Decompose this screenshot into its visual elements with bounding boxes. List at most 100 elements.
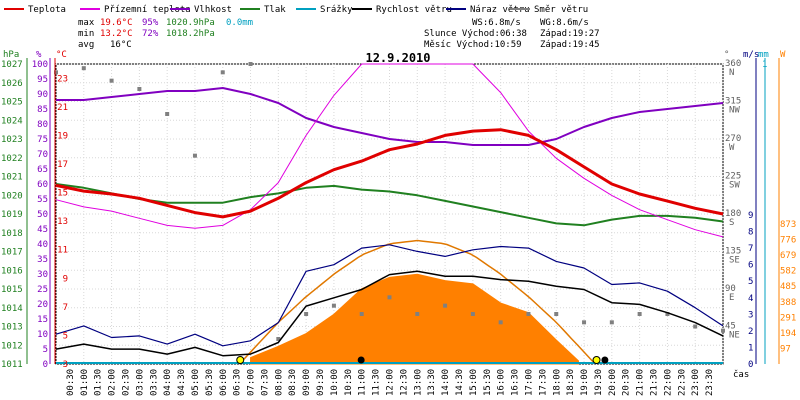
axes: hPa1027102610251024102310221021102010191…	[1, 50, 796, 396]
axis-ms-tick: 8	[748, 228, 753, 238]
wind-dir-point	[526, 312, 531, 316]
axis-pct-tick: 35	[37, 255, 48, 265]
axis-time-tick: 14:30	[455, 369, 465, 396]
axis-hpa-tick: 1017	[1, 248, 23, 258]
axis-hpa-tick: 1016	[1, 266, 23, 276]
legend-label: Přízemní teplota	[104, 5, 191, 15]
axis-time-tick: 12:00	[386, 369, 396, 396]
stats-max-hum: 95%	[142, 18, 159, 28]
axis-pct-tick: 75	[37, 135, 48, 145]
axis-wm2-tick: 679	[780, 251, 796, 261]
axis-dir-tick: 135	[725, 247, 741, 257]
legend: Teplota Přízemní teplota Vlhkost Tlak Srážky…	[4, 5, 588, 15]
axis-pct-tick: 70	[37, 150, 48, 160]
axis-pct-tick: 25	[37, 285, 48, 295]
wind-dir-point	[220, 70, 225, 75]
axis-time-tick: 23:30	[705, 369, 715, 396]
axis-time-tick: 11:30	[372, 369, 382, 396]
axis-ms-tick: 2	[748, 327, 753, 337]
axis-hpa-tick: 1022	[1, 154, 23, 164]
stats-min-label: min	[78, 29, 94, 39]
axis-time-tick: 12:30	[399, 369, 409, 396]
axis-ms-tick: 7	[748, 244, 753, 254]
wind-dir-point	[276, 337, 281, 341]
wind-dir-point	[470, 312, 475, 316]
axis-hpa-tick: 1014	[1, 304, 23, 314]
axis-time-tick: 18:30	[566, 369, 576, 396]
ground-temp-line	[55, 63, 724, 238]
legend-label: Tlak	[264, 5, 286, 15]
axis-pct-label: %	[36, 50, 42, 60]
axis-dir-name: E	[729, 293, 734, 303]
axis-wm2-label: W	[780, 50, 786, 60]
axis-dir-tick: 90	[725, 284, 736, 294]
axis-time-tick: 16:00	[497, 369, 507, 396]
wind-direction-layer	[54, 62, 725, 341]
axis-time-tick: 01:00	[80, 369, 90, 396]
wind-dir-point	[582, 320, 587, 325]
axis-ms-tick: 3	[748, 310, 753, 320]
solar-radiation-area	[250, 273, 579, 365]
axis-pct-tick: 55	[37, 195, 48, 205]
wind-dir-point	[637, 312, 642, 316]
wind-gust-line	[55, 244, 724, 347]
axis-time-tick: 03:30	[149, 369, 159, 396]
axis-dir-name: NE	[729, 331, 740, 341]
moonrise-marker	[357, 356, 365, 364]
axis-hpa-tick: 1018	[1, 229, 23, 239]
info-block: WS:6.8m/s WG:8.6m/s Slunce Východ:06:38 …	[424, 18, 600, 50]
axis-degc-tick: 17	[57, 160, 68, 170]
axis-dir-label: °	[724, 50, 729, 60]
axis-time-tick: 06:00	[219, 369, 229, 396]
axis-mm-tick: 1	[762, 60, 767, 70]
axis-pct-tick: 50	[37, 210, 48, 220]
wind-dir-point	[609, 320, 614, 325]
axis-pct-tick: 65	[37, 165, 48, 175]
axis-pct-tick: 15	[37, 315, 48, 325]
axis-hpa-label: hPa	[3, 50, 19, 60]
axis-time-label: čas	[733, 369, 749, 380]
axis-hpa-tick: 1012	[1, 341, 23, 351]
axis-time-tick: 06:30	[233, 369, 243, 396]
wind-dir-point	[554, 312, 559, 316]
axis-wm2-tick: 873	[780, 220, 796, 230]
axis-dir-tick: 270	[725, 134, 741, 144]
axis-dir-name: W	[729, 143, 735, 153]
axis-degc-tick: 21	[57, 103, 68, 113]
axis-time-tick: 15:30	[483, 369, 493, 396]
solar-radiation-layer	[238, 239, 596, 365]
axis-dir-tick: 180	[725, 209, 741, 219]
axis-degc-tick: 3	[63, 360, 68, 370]
stats-min-hum: 72%	[142, 29, 159, 39]
axis-time-tick: 00:30	[66, 369, 76, 396]
axis-wm2-tick: 776	[780, 236, 796, 246]
stats-min-press: 1018.2hPa	[166, 29, 215, 39]
clear-sky-curve	[238, 239, 596, 365]
axis-degc-tick: 15	[57, 189, 68, 199]
axis-time-tick: 04:00	[163, 369, 173, 396]
legend-label: Rychlost větru	[376, 5, 452, 15]
stats-block: max 19.6°C 95% 1020.9hPa 0.0mm min 13.2°…	[78, 18, 253, 50]
axis-pct-tick: 5	[43, 345, 48, 355]
axis-pct-tick: 90	[37, 90, 48, 100]
axis-dir-name: S	[729, 218, 734, 228]
axis-hpa-tick: 1025	[1, 98, 23, 108]
axis-time-tick: 04:30	[177, 369, 187, 396]
axis-time-tick: 07:00	[247, 369, 257, 396]
axis-ms-tick: 9	[748, 211, 753, 221]
moonset-marker	[601, 356, 609, 364]
axis-ms-tick: 6	[748, 261, 753, 271]
axis-time-tick: 08:00	[274, 369, 284, 396]
axis-degc-tick: 9	[63, 274, 68, 284]
axis-hpa-tick: 1027	[1, 60, 23, 70]
wind-dir-point	[137, 87, 142, 91]
axis-ms-tick: 0	[748, 360, 753, 370]
axis-time-tick: 09:00	[302, 369, 312, 396]
axis-time-tick: 02:00	[108, 369, 118, 396]
axis-hpa-tick: 1013	[1, 323, 23, 333]
axis-hpa-tick: 1023	[1, 135, 23, 145]
axis-degc-tick: 23	[57, 74, 68, 84]
wind-speed-line	[55, 270, 724, 357]
wind-dir-point	[165, 112, 170, 116]
axis-time-tick: 14:00	[441, 369, 451, 396]
